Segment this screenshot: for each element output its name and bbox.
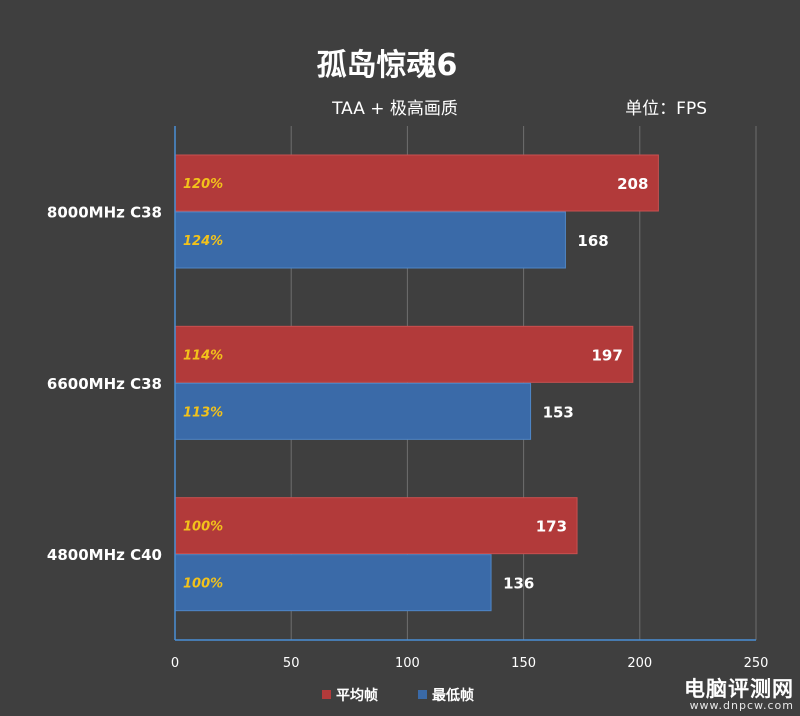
watermark-main: 电脑评测网 xyxy=(684,677,794,701)
value-label-0-1: 197 xyxy=(592,346,623,364)
legend-swatch-0 xyxy=(322,690,331,699)
category-label-0: 8000MHz C38 xyxy=(47,204,162,222)
chart-subtitle: TAA + 极高画质 xyxy=(331,99,458,119)
percent-label-1-2: 100% xyxy=(183,577,223,592)
x-tick-label-4: 200 xyxy=(627,656,652,671)
legend-swatch-1 xyxy=(418,690,427,699)
x-tick-label-1: 50 xyxy=(283,656,300,671)
bar-1-2 xyxy=(174,554,492,612)
percent-label-0-0: 120% xyxy=(183,177,223,192)
unit-label: 单位：FPS xyxy=(625,99,707,119)
legend-label-1: 最低帧 xyxy=(432,687,474,704)
legend: 平均帧 最低帧 xyxy=(322,687,474,704)
bar-1-1 xyxy=(174,382,532,440)
legend-label-0: 平均帧 xyxy=(336,687,378,704)
watermark-sub: www.dnpcw.com xyxy=(689,699,794,712)
bar-1-0 xyxy=(174,211,566,269)
percent-label-1-0: 124% xyxy=(183,234,223,249)
value-label-1-1: 153 xyxy=(543,403,574,421)
watermark: 电脑评测网 www.dnpcw.com xyxy=(684,678,794,712)
value-label-1-2: 136 xyxy=(503,575,534,593)
value-label-0-0: 208 xyxy=(617,175,648,193)
category-label-1: 6600MHz C38 xyxy=(47,375,162,393)
percent-label-1-1: 113% xyxy=(183,405,223,420)
chart-title: 孤岛惊魂6 xyxy=(317,48,458,83)
bar-0-0 xyxy=(174,154,659,212)
value-label-0-2: 173 xyxy=(536,518,567,536)
x-tick-label-2: 100 xyxy=(395,656,420,671)
percent-label-0-2: 100% xyxy=(183,520,223,535)
x-tick-label-5: 250 xyxy=(744,656,769,671)
category-label-2: 4800MHz C40 xyxy=(47,546,162,564)
bars: 120% 208 124% 168 114% 197 113% 153 100% 173 100% 1… xyxy=(174,154,659,612)
x-tick-label-0: 0 xyxy=(171,656,179,671)
bar-0-2 xyxy=(174,497,578,555)
value-label-1-0: 168 xyxy=(577,232,608,250)
axes: 0 50 100 150 200 250 8000MHz C38 6600MHz C38 480… xyxy=(47,126,768,671)
percent-label-0-1: 114% xyxy=(183,348,223,363)
x-tick-label-3: 150 xyxy=(511,656,536,671)
bar-0-1 xyxy=(174,325,634,383)
